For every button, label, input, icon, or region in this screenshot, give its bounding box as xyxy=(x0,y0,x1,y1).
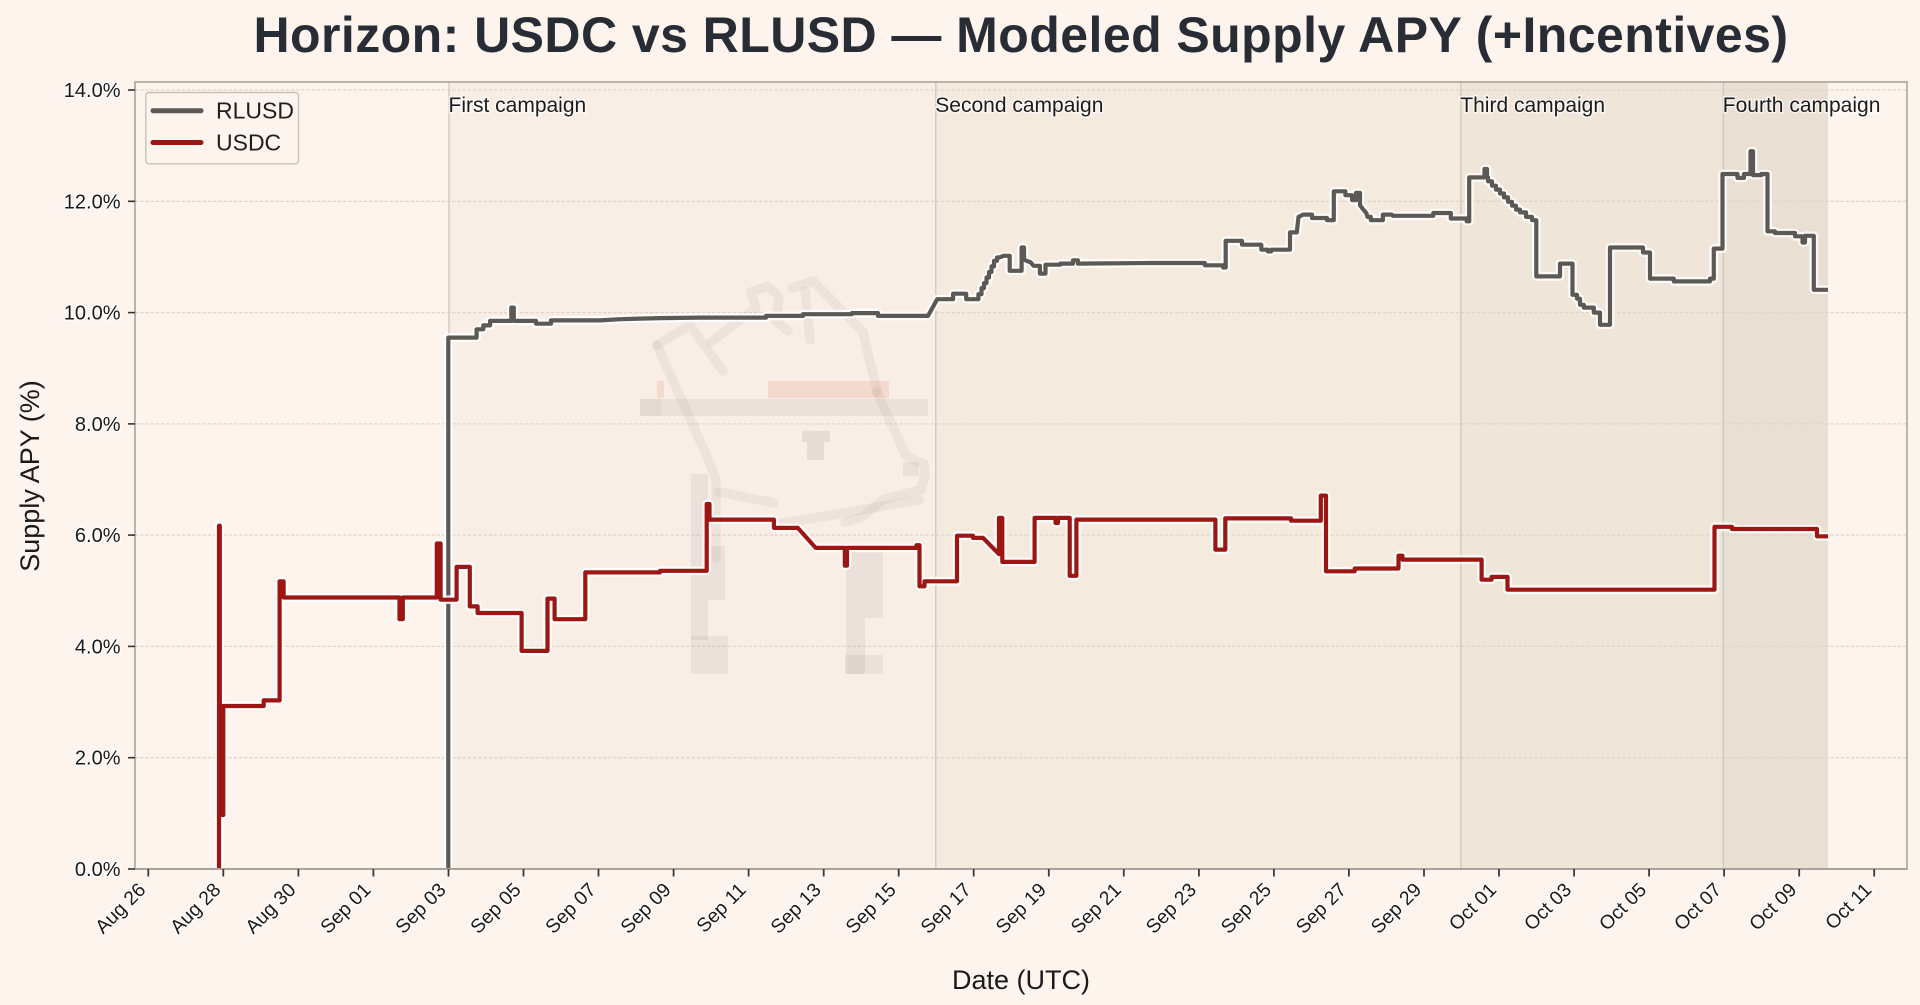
svg-text:Supply APY (%): Supply APY (%) xyxy=(15,380,45,572)
svg-text:Second campaign: Second campaign xyxy=(935,94,1103,117)
svg-text:First campaign: First campaign xyxy=(449,94,587,117)
svg-text:Horizon: USDC vs RLUSD — Model: Horizon: USDC vs RLUSD — Modeled Supply … xyxy=(253,7,1788,63)
svg-text:10.0%: 10.0% xyxy=(64,303,121,325)
svg-text:Third campaign: Third campaign xyxy=(1460,94,1605,117)
svg-text:Fourth campaign: Fourth campaign xyxy=(1723,94,1881,117)
svg-text:4.0%: 4.0% xyxy=(75,636,121,658)
svg-text:0.0%: 0.0% xyxy=(75,859,121,881)
svg-text:2.0%: 2.0% xyxy=(75,748,121,770)
svg-text:RLUSD: RLUSD xyxy=(216,98,294,124)
svg-text:14.0%: 14.0% xyxy=(64,80,121,102)
svg-text:8.0%: 8.0% xyxy=(75,414,121,436)
svg-text:6.0%: 6.0% xyxy=(75,525,121,547)
svg-text:12.0%: 12.0% xyxy=(64,191,121,213)
svg-text:Date (UTC): Date (UTC) xyxy=(952,965,1090,995)
svg-text:USDC: USDC xyxy=(216,129,281,155)
